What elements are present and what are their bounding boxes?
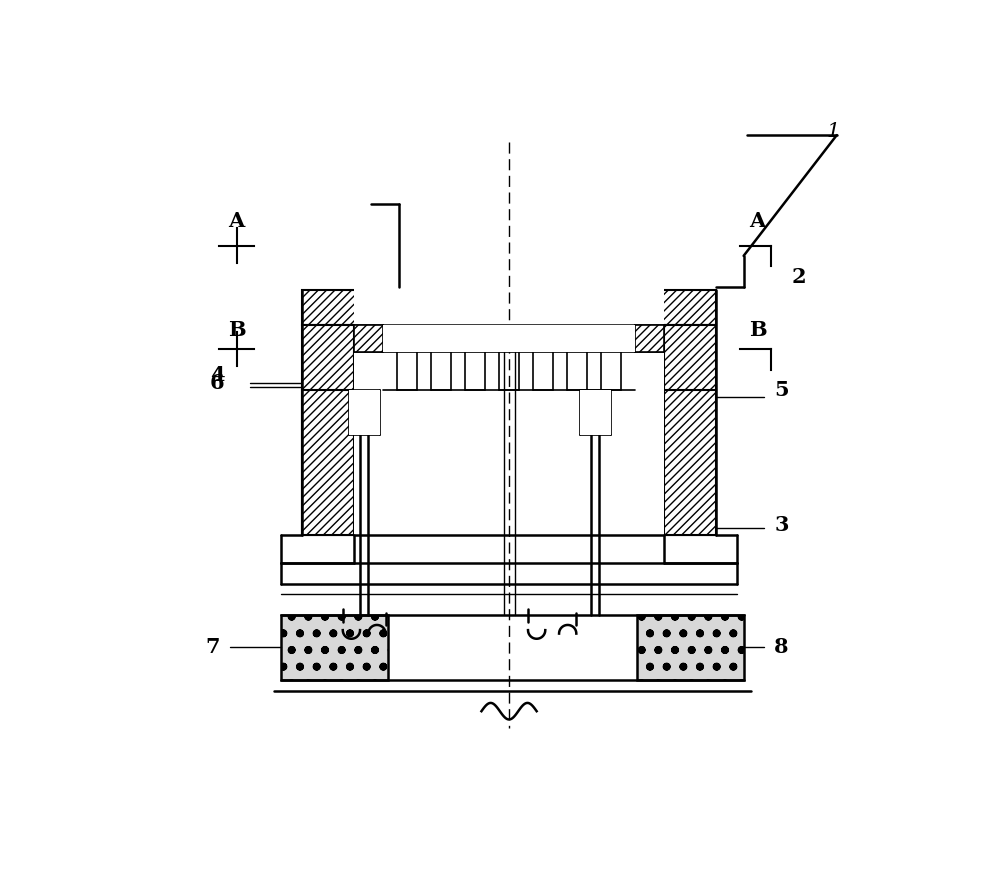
Bar: [383, 352, 635, 391]
Bar: [281, 563, 737, 583]
Bar: [302, 290, 716, 325]
Text: 2: 2: [792, 266, 806, 287]
Text: 6: 6: [210, 374, 225, 393]
Bar: [664, 325, 716, 535]
Bar: [580, 391, 611, 435]
Text: 3: 3: [774, 515, 789, 535]
Bar: [281, 615, 388, 680]
Text: 4: 4: [210, 365, 225, 384]
Bar: [664, 391, 716, 535]
Bar: [354, 115, 664, 325]
Text: A: A: [749, 211, 766, 231]
Bar: [637, 615, 744, 680]
Bar: [349, 391, 380, 435]
Text: 5: 5: [774, 381, 789, 401]
Text: 1: 1: [827, 122, 840, 142]
Bar: [354, 325, 664, 535]
Text: B: B: [749, 320, 766, 340]
Text: B: B: [228, 320, 245, 340]
Text: 7: 7: [205, 637, 220, 658]
Bar: [635, 325, 664, 352]
Text: 8: 8: [774, 637, 789, 658]
Text: A: A: [228, 211, 245, 231]
Bar: [354, 325, 383, 352]
Bar: [302, 325, 354, 535]
Bar: [354, 391, 664, 535]
Bar: [383, 325, 635, 352]
Text: 2: 2: [371, 184, 385, 203]
Bar: [302, 391, 354, 535]
